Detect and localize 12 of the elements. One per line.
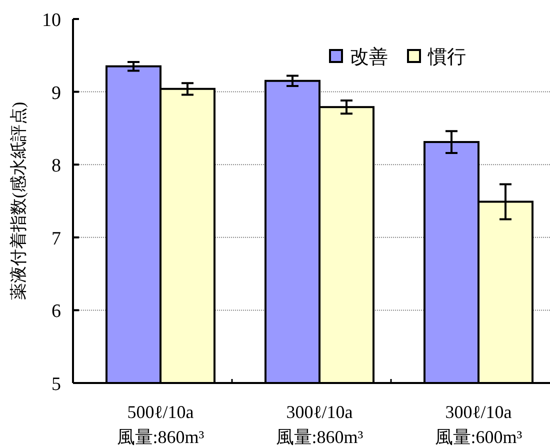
legend-label: 改善 (350, 46, 388, 68)
y-axis-title: 薬液付着指数(感水紙評点) (9, 102, 28, 300)
y-tick-label: 6 (52, 301, 61, 322)
y-tick-label: 7 (52, 228, 61, 250)
legend-label: 慣行 (427, 47, 466, 68)
y-tick-label: 5 (52, 374, 61, 395)
y-tick-label: 8 (52, 156, 61, 177)
x-tick-label: 500ℓ/10a 風量:860m³ (116, 402, 205, 447)
y-tick-label: 10 (42, 10, 61, 31)
y-tick-label: 9 (52, 82, 61, 104)
x-tick-label: 300ℓ/10a 風量:600m³ (434, 402, 523, 447)
x-tick-label: 300ℓ/10a 風量:860m³ (276, 402, 364, 447)
